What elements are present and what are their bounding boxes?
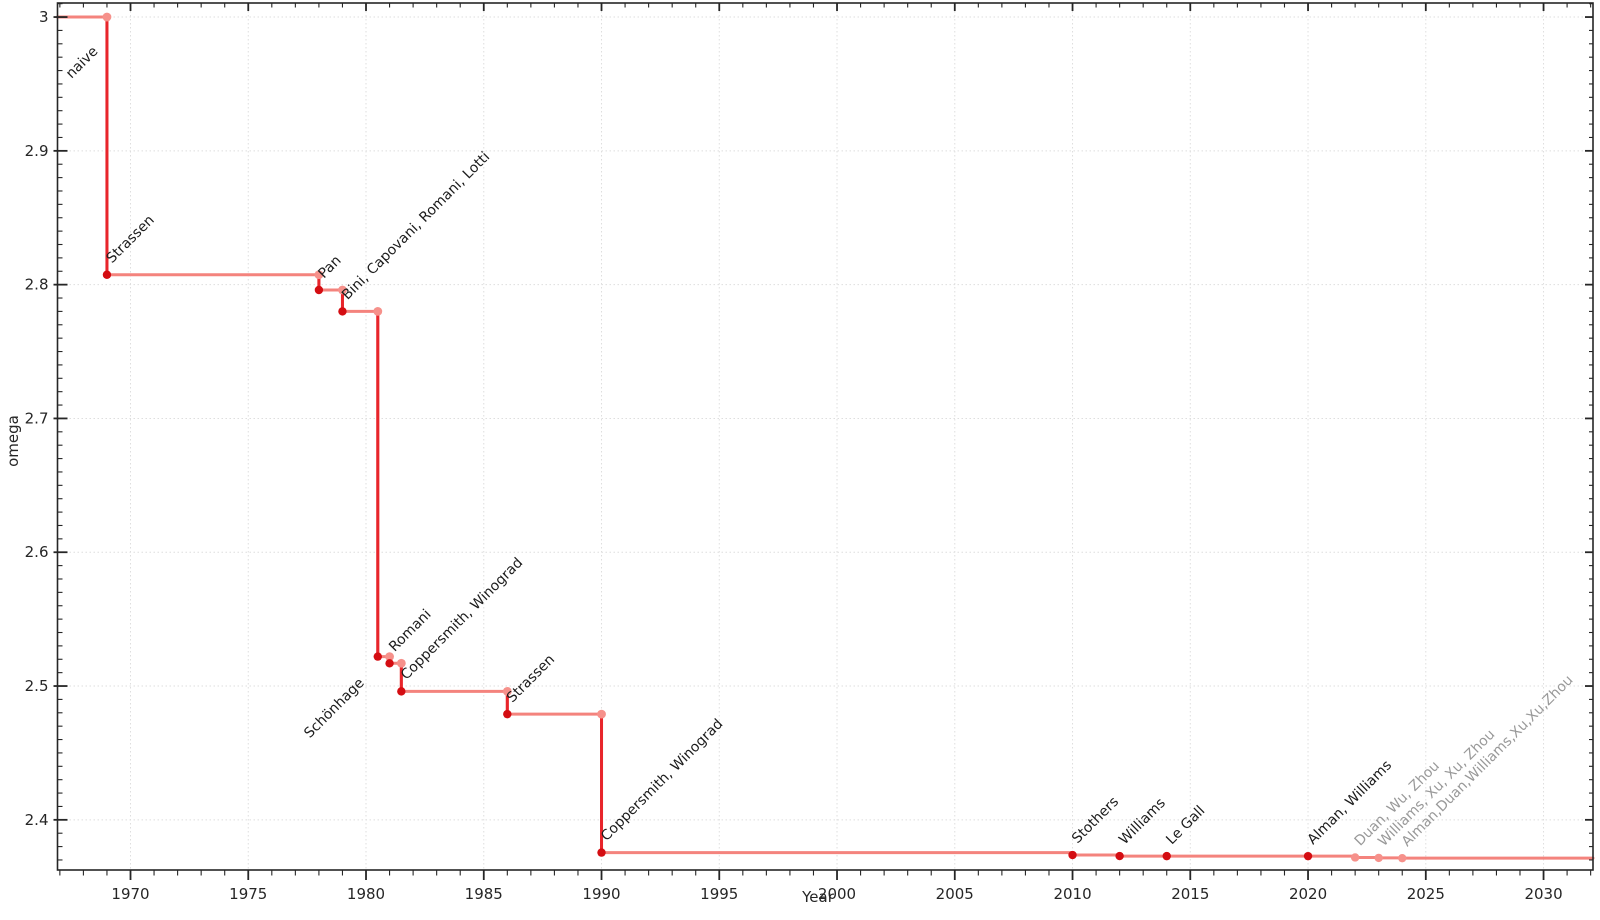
point-label: Alman,Duan,Williams,Xu,Xu,Zhou (1399, 672, 1577, 850)
x-tick-label: 2015 (1171, 885, 1209, 903)
point-label: Williams, Xu, Xu, Zhou (1375, 727, 1498, 850)
corner-marker (314, 270, 324, 280)
corner-marker (385, 652, 394, 661)
x-tick-label: 1995 (700, 885, 738, 903)
corner-markers (102, 12, 606, 719)
x-tick-label: 2005 (936, 885, 974, 903)
data-point-marker (1115, 851, 1124, 861)
x-tick-label: 1980 (347, 885, 385, 903)
drop-segments (105, 15, 604, 855)
data-point-marker (338, 307, 347, 316)
y-axis-title: omega (4, 415, 22, 467)
y-tick-label: 2.7 (25, 409, 49, 427)
data-point-marker (1398, 853, 1407, 863)
y-tick-label: 2.6 (25, 543, 49, 561)
corner-marker (597, 709, 606, 719)
point-label: Stothers (1069, 794, 1122, 847)
y-tick-label: 2.9 (25, 142, 49, 160)
data-point-marker (102, 270, 112, 279)
x-tick-label: 1970 (111, 885, 149, 903)
x-axis-title: Year (802, 888, 834, 906)
point-label: Williams (1116, 795, 1169, 848)
plot-border (56, 2, 1594, 871)
data-point-marker (1350, 853, 1360, 862)
y-tick-label: 2.8 (25, 276, 49, 294)
data-point-marker (373, 652, 382, 661)
data-point-marker (1303, 851, 1313, 861)
point-label: Schönhage (301, 675, 367, 741)
data-point-marker (314, 285, 324, 295)
corner-marker (102, 12, 112, 22)
corner-marker (502, 686, 512, 696)
point-label: Bini, Capovani, Romani, Lotti (339, 149, 493, 303)
x-tick-label: 2020 (1289, 885, 1327, 903)
point-label: Le Gall (1163, 803, 1208, 848)
corner-marker (396, 658, 406, 668)
corner-marker (338, 285, 347, 295)
data-point-marker (1374, 853, 1383, 863)
x-tick-label: 2010 (1053, 885, 1091, 903)
data-point-marker (503, 709, 512, 719)
data-point-markers (102, 270, 1407, 863)
y-tick-label: 3 (39, 8, 49, 26)
data-point-marker (1162, 851, 1171, 861)
x-tick-label: 2025 (1407, 885, 1445, 903)
corner-marker (373, 307, 383, 316)
y-tick-label: 2.5 (25, 677, 49, 695)
step-line (56, 15, 1595, 860)
x-tick-label: 1975 (229, 885, 267, 903)
point-label: Strassen (504, 652, 558, 706)
point-label: Coppersmith, Winograd (598, 716, 726, 844)
data-point-marker (385, 659, 394, 668)
point-label: naive (63, 44, 101, 82)
data-point-marker (397, 687, 406, 696)
axis-ticks: 1970 1975 1980 1985 1990 1995 2000 2005 2010 2015… (25, 3, 1593, 903)
x-tick-label: 1990 (582, 885, 620, 903)
data-point-marker (1068, 850, 1077, 860)
y-tick-label: 2.4 (25, 811, 49, 829)
x-tick-label: 1985 (465, 885, 503, 903)
x-tick-label: 2030 (1524, 885, 1562, 903)
data-point-marker (597, 848, 606, 857)
gridlines (57, 3, 1593, 870)
x-tick-label: 2000 (818, 885, 856, 903)
